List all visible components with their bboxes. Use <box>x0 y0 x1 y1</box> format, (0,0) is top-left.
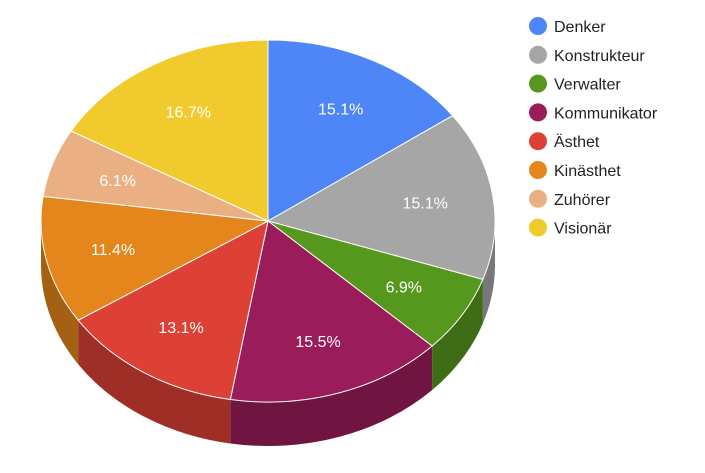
legend-swatch-kinaesthet <box>529 161 547 179</box>
pie-slices <box>40 39 496 403</box>
slice-label-kinaesthet: 11.4% <box>91 242 135 259</box>
legend-label-aesthet: Ästhet <box>554 133 600 151</box>
pie-side-kinaesthet <box>41 221 79 365</box>
legend-label-konstrukteur: Konstrukteur <box>554 48 645 65</box>
legend-swatch-verwalter <box>529 74 547 93</box>
legend-label-visionaer: Visionär <box>554 221 612 238</box>
pie-slice-denker[interactable] <box>267 39 454 222</box>
legend-item-denker[interactable]: Denker <box>529 17 606 36</box>
pie-slice-kommunikator[interactable] <box>229 220 433 403</box>
legend-item-aesthet[interactable]: Ästhet <box>529 132 600 151</box>
pie-side-verwalter <box>432 279 483 391</box>
legend-label-kinaesthet: Kinästhet <box>554 163 621 180</box>
legend-item-visionaer[interactable]: Visionär <box>529 218 612 238</box>
legend-label-kommunikator: Kommunikator <box>554 105 658 122</box>
legend-item-kommunikator[interactable]: Kommunikator <box>529 103 658 122</box>
legend-swatch-visionaer <box>529 218 547 237</box>
legend-item-zuhoerer[interactable]: Zuhörer <box>529 189 611 209</box>
pie-sides <box>41 221 495 446</box>
slice-label-denker: 15.1% <box>318 101 363 118</box>
slice-label-visionaer: 16.7% <box>166 104 211 121</box>
legend-label-zuhoerer: Zuhörer <box>554 192 611 209</box>
legend-swatch-zuhoerer <box>529 189 547 208</box>
slice-labels: 15.1% 15.1% 6.9% 15.5% 13.1% 11.4% 6.1% 16.7% <box>91 101 448 351</box>
legend-swatch-konstrukteur <box>529 45 547 64</box>
pie-side-aesthet <box>78 320 231 444</box>
pie-slice-aesthet[interactable] <box>77 220 269 401</box>
pie-side-konstrukteur <box>482 221 495 324</box>
pie-slice-konstrukteur[interactable] <box>266 115 496 281</box>
legend-swatch-kommunikator <box>529 103 547 122</box>
slice-label-aesthet: 13.1% <box>158 320 203 337</box>
legend-item-kinaesthet[interactable]: Kinästhet <box>529 161 621 180</box>
legend-item-verwalter[interactable]: Verwalter <box>529 74 621 94</box>
legend-swatch-aesthet <box>529 132 547 151</box>
legend: Denker Konstrukteur Verwalter Kommunikator Ä… <box>529 17 658 238</box>
pie-side-kommunikator <box>230 346 433 446</box>
pie-slice-kinaesthet[interactable] <box>40 195 270 321</box>
slice-label-zuhoerer: 6.1% <box>99 173 135 190</box>
slice-label-kommunikator: 15.5% <box>295 334 340 351</box>
slice-label-konstrukteur: 15.1% <box>403 196 448 213</box>
legend-swatch-denker <box>529 17 547 35</box>
legend-item-konstrukteur[interactable]: Konstrukteur <box>529 45 645 65</box>
pie-slice-visionaer[interactable] <box>70 39 269 222</box>
legend-label-verwalter: Verwalter <box>554 77 621 94</box>
legend-label-denker: Denker <box>554 19 606 36</box>
slice-label-verwalter: 6.9% <box>386 280 422 297</box>
